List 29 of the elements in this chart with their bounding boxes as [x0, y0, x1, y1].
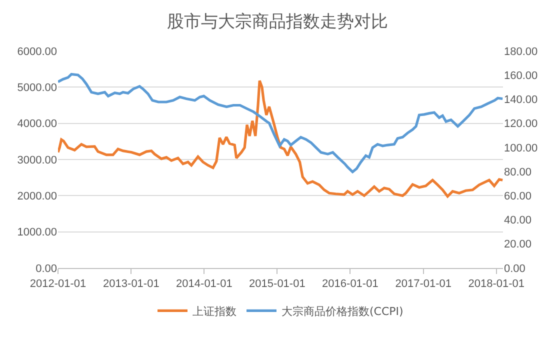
y2-tick-label: 40.00: [504, 214, 532, 227]
y2-tick-label: 100.00: [504, 142, 538, 154]
y-tick-label: 0.00: [36, 262, 57, 275]
y-tick-label: 5000.00: [17, 82, 57, 94]
y2-tick-label: 140.00: [504, 94, 538, 106]
line-series: [58, 79, 503, 198]
y-tick-label: 6000.00: [17, 46, 57, 58]
x-tick-label: 2017-01-01: [395, 278, 452, 290]
x-tick-label: 2014-01-01: [176, 278, 232, 290]
line-series: [58, 72, 503, 174]
y2-tick-label: 20.00: [504, 238, 532, 251]
x-tick-label: 2018-01-01: [468, 278, 525, 290]
x-tick-label: 2013-01-01: [103, 278, 160, 290]
y-tick-label: 4000.00: [17, 118, 57, 130]
x-tick-label: 2016-01-01: [322, 278, 378, 290]
y2-tick-label: 180.00: [504, 46, 538, 58]
y-tick-label: 3000.00: [17, 154, 57, 166]
legend-label: 大宗商品价格指数(CCPI): [282, 305, 404, 318]
y2-tick-label: 80.00: [504, 166, 532, 178]
x-tick-label: 2015-01-01: [249, 278, 306, 290]
legend-label: 上证指数: [192, 305, 236, 318]
chart-title: 股市与大宗商品指数走势对比: [167, 12, 388, 32]
y2-tick-label: 0.00: [504, 262, 526, 275]
x-tick-label: 2012-01-01: [30, 278, 86, 290]
y2-tick-label: 120.00: [504, 118, 538, 130]
y-tick-label: 1000.00: [17, 226, 57, 239]
y-tick-label: 2000.00: [17, 190, 57, 203]
y2-tick-label: 160.00: [504, 70, 538, 82]
y2-tick-label: 60.00: [504, 190, 532, 203]
